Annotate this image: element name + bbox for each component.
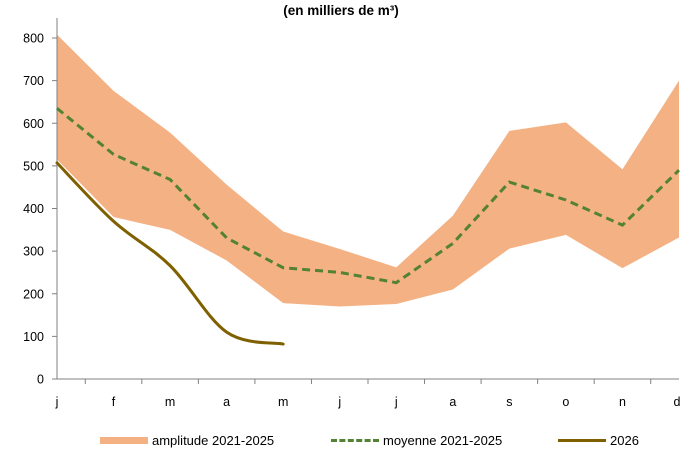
legend-item-mean: moyenne 2021-2025 <box>331 433 502 448</box>
x-tick-label: f <box>112 395 116 409</box>
y-tick-label: 800 <box>23 32 44 46</box>
y-tick-label: 200 <box>23 287 44 301</box>
x-tick-label: d <box>674 395 681 409</box>
x-tick-label: a <box>223 395 230 409</box>
legend-label-2026: 2026 <box>610 433 639 448</box>
x-tick-label: a <box>449 395 456 409</box>
legend-item-band: amplitude 2021-2025 <box>100 433 274 448</box>
legend-label-band: amplitude 2021-2025 <box>152 433 275 448</box>
x-tick-label: m <box>165 395 175 409</box>
x-tick-label: n <box>619 395 626 409</box>
y-tick-label: 700 <box>23 74 44 88</box>
legend-item-2026: 2026 <box>558 433 639 448</box>
legend-swatch-mean <box>331 439 379 442</box>
x-tick-label: j <box>337 395 341 409</box>
x-tick-label: o <box>562 395 569 409</box>
chart-title: (en milliers de m³) <box>283 3 399 18</box>
legend: amplitude 2021-2025 moyenne 2021-2025 20… <box>0 433 682 451</box>
series-line-moyenne <box>56 107 681 285</box>
band-area-amplitude <box>57 34 679 307</box>
y-tick-label: 600 <box>23 117 44 131</box>
y-tick-label: 0 <box>37 373 44 387</box>
legend-label-mean: moyenne 2021-2025 <box>383 433 503 448</box>
legend-swatch-band <box>100 437 148 444</box>
x-tick-label: s <box>506 395 512 409</box>
y-tick-label: 100 <box>23 330 44 344</box>
legend-swatch-2026 <box>558 439 606 442</box>
series-line-2026 <box>55 161 285 346</box>
x-tick-label: j <box>394 395 398 409</box>
y-tick-label: 500 <box>23 159 44 173</box>
x-tick-label: j <box>55 395 59 409</box>
x-tick-label: m <box>278 395 288 409</box>
y-tick-label: 400 <box>23 202 44 216</box>
plot-area: 0 100 200 300 400 500 600 700 800 j f m a m j j a s o n d <box>23 18 681 409</box>
y-tick-label: 300 <box>23 245 44 259</box>
